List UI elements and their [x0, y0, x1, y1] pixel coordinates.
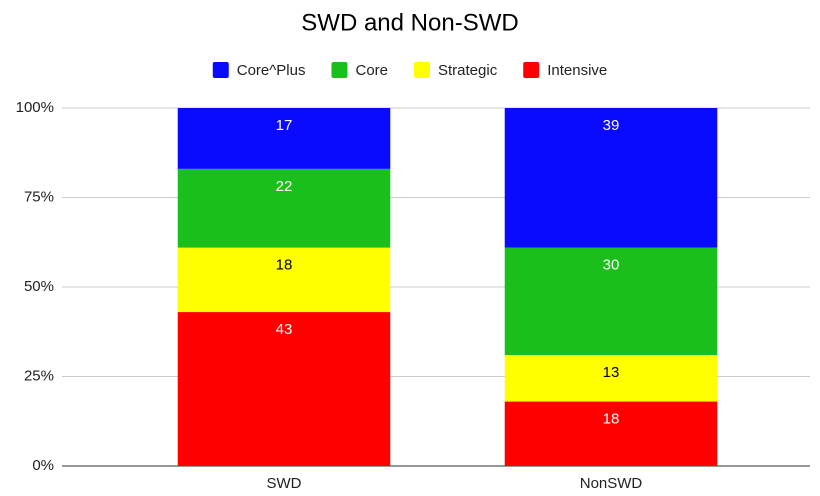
legend-label: Intensive — [547, 62, 607, 79]
data-label: 18 — [276, 257, 293, 274]
legend-label: Core — [355, 62, 388, 79]
legend-swatch — [331, 62, 348, 78]
bar-segment — [177, 108, 391, 169]
bar-segment — [504, 108, 718, 248]
legend-swatch — [414, 62, 430, 78]
data-label: 17 — [276, 117, 293, 134]
y-tick-label: 0% — [32, 457, 54, 474]
data-label: 13 — [603, 364, 620, 381]
data-label: 22 — [276, 178, 293, 195]
y-tick-label: 100% — [16, 99, 54, 116]
data-label: 39 — [603, 117, 620, 134]
legend-label: Strategic — [438, 62, 498, 79]
chart-title: SWD and Non-SWD — [301, 9, 518, 36]
y-tick-label: 25% — [24, 367, 54, 384]
data-label: 18 — [603, 411, 620, 428]
bar-segment — [177, 312, 391, 466]
y-tick-label: 75% — [24, 188, 54, 205]
bar-segment — [177, 168, 391, 248]
y-tick-label: 50% — [24, 278, 54, 295]
x-tick-label: NonSWD — [580, 475, 643, 492]
legend-swatch — [212, 62, 229, 78]
bar-segment — [504, 247, 718, 356]
legend-label: Core^Plus — [237, 62, 306, 79]
bar-segment — [504, 355, 718, 402]
legend-swatch — [523, 62, 540, 78]
bar-segment — [504, 401, 718, 466]
bar-segment — [177, 247, 391, 313]
data-label: 30 — [603, 257, 620, 274]
data-label: 43 — [276, 321, 293, 338]
x-tick-label: SWD — [267, 475, 302, 492]
